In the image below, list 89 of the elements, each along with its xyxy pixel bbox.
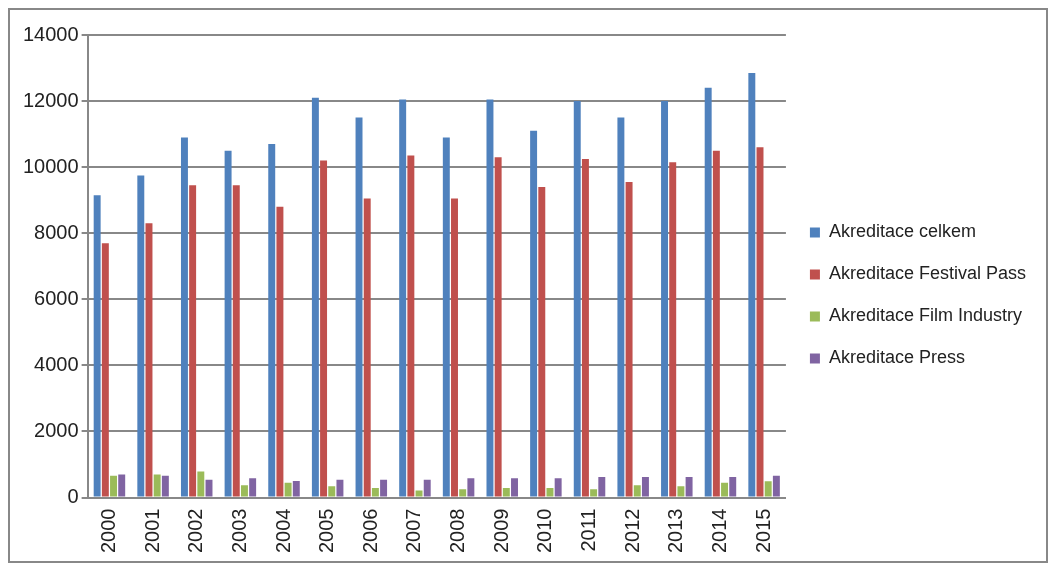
bar — [197, 471, 205, 497]
x-tick-label: 2009 — [489, 508, 512, 554]
bar — [704, 87, 712, 497]
bar — [581, 158, 589, 497]
bar — [268, 144, 276, 497]
bar — [641, 477, 649, 497]
bar — [748, 72, 756, 497]
bar — [137, 175, 145, 497]
bar — [669, 162, 677, 497]
bar — [459, 489, 467, 497]
x-tick-label: 2013 — [664, 508, 687, 554]
bar — [380, 479, 388, 497]
x-tick-label: 2015 — [751, 508, 774, 554]
bar — [336, 479, 344, 497]
x-tick-label: 2001 — [140, 508, 163, 554]
y-tick-label: 12000 — [22, 88, 79, 111]
y-tick-label: 6000 — [34, 286, 79, 309]
bar — [399, 99, 407, 497]
bar — [292, 480, 300, 497]
bar — [355, 117, 363, 497]
bar — [240, 485, 248, 497]
legend-label: Akreditace Press — [828, 347, 965, 368]
bar — [232, 185, 240, 497]
bar — [423, 479, 431, 497]
bar — [101, 243, 109, 497]
bar — [328, 486, 336, 497]
x-tick-label: 2005 — [315, 508, 338, 554]
y-tick-label: 14000 — [22, 22, 79, 45]
bar — [311, 97, 319, 497]
y-tick-label: 8000 — [34, 220, 79, 243]
bar — [554, 478, 562, 497]
bar — [712, 150, 720, 497]
legend-label: Akreditace Film Industry — [828, 305, 1022, 326]
bar — [407, 155, 415, 497]
y-tick-label: 0 — [67, 485, 79, 508]
bar — [451, 198, 458, 497]
bar — [729, 477, 737, 497]
x-tick-label: 2006 — [358, 508, 381, 554]
bar — [590, 489, 598, 497]
bar — [363, 198, 371, 497]
bar — [276, 206, 284, 497]
bar — [93, 195, 101, 497]
y-tick-label: 2000 — [34, 418, 79, 441]
bar — [189, 185, 197, 497]
bar — [625, 182, 633, 497]
bar — [249, 478, 257, 497]
bar — [494, 157, 502, 497]
bar — [486, 99, 494, 497]
legend-label: Akreditace Festival Pass — [828, 263, 1026, 284]
y-tick-label: 4000 — [34, 352, 79, 375]
bar — [161, 475, 169, 497]
x-tick-label: 2010 — [533, 508, 556, 554]
bar — [721, 482, 729, 497]
bar — [502, 487, 510, 497]
bar — [685, 477, 693, 497]
bar — [180, 137, 188, 497]
bar — [442, 137, 450, 497]
bar — [415, 490, 423, 497]
bar — [320, 160, 328, 497]
legend-label: Akreditace celkem — [828, 221, 976, 242]
x-tick-label: 2000 — [96, 508, 119, 554]
bar — [677, 486, 685, 497]
x-tick-label: 2014 — [707, 508, 730, 554]
bar — [110, 475, 118, 497]
x-tick-label: 2012 — [620, 508, 643, 554]
bar — [530, 130, 538, 497]
bar — [772, 475, 780, 497]
bar — [118, 474, 126, 497]
bar — [633, 485, 641, 497]
x-tick-label: 2011 — [577, 508, 600, 552]
x-tick-label: 2004 — [271, 508, 294, 554]
bar — [573, 101, 581, 497]
bar — [511, 478, 518, 497]
bar — [546, 487, 554, 497]
bar — [538, 186, 546, 497]
y-tick-label: 10000 — [22, 154, 79, 177]
bar — [764, 481, 772, 497]
bar — [153, 474, 161, 497]
bar — [617, 117, 625, 497]
bar — [284, 482, 292, 497]
bar — [598, 477, 606, 497]
bar — [661, 101, 669, 497]
bar — [371, 487, 379, 497]
bar — [224, 150, 232, 497]
x-tick-label: 2007 — [402, 508, 425, 554]
x-tick-label: 2003 — [227, 508, 250, 554]
bar — [467, 478, 475, 497]
x-tick-label: 2002 — [184, 508, 207, 554]
x-tick-label: 2008 — [446, 508, 469, 554]
